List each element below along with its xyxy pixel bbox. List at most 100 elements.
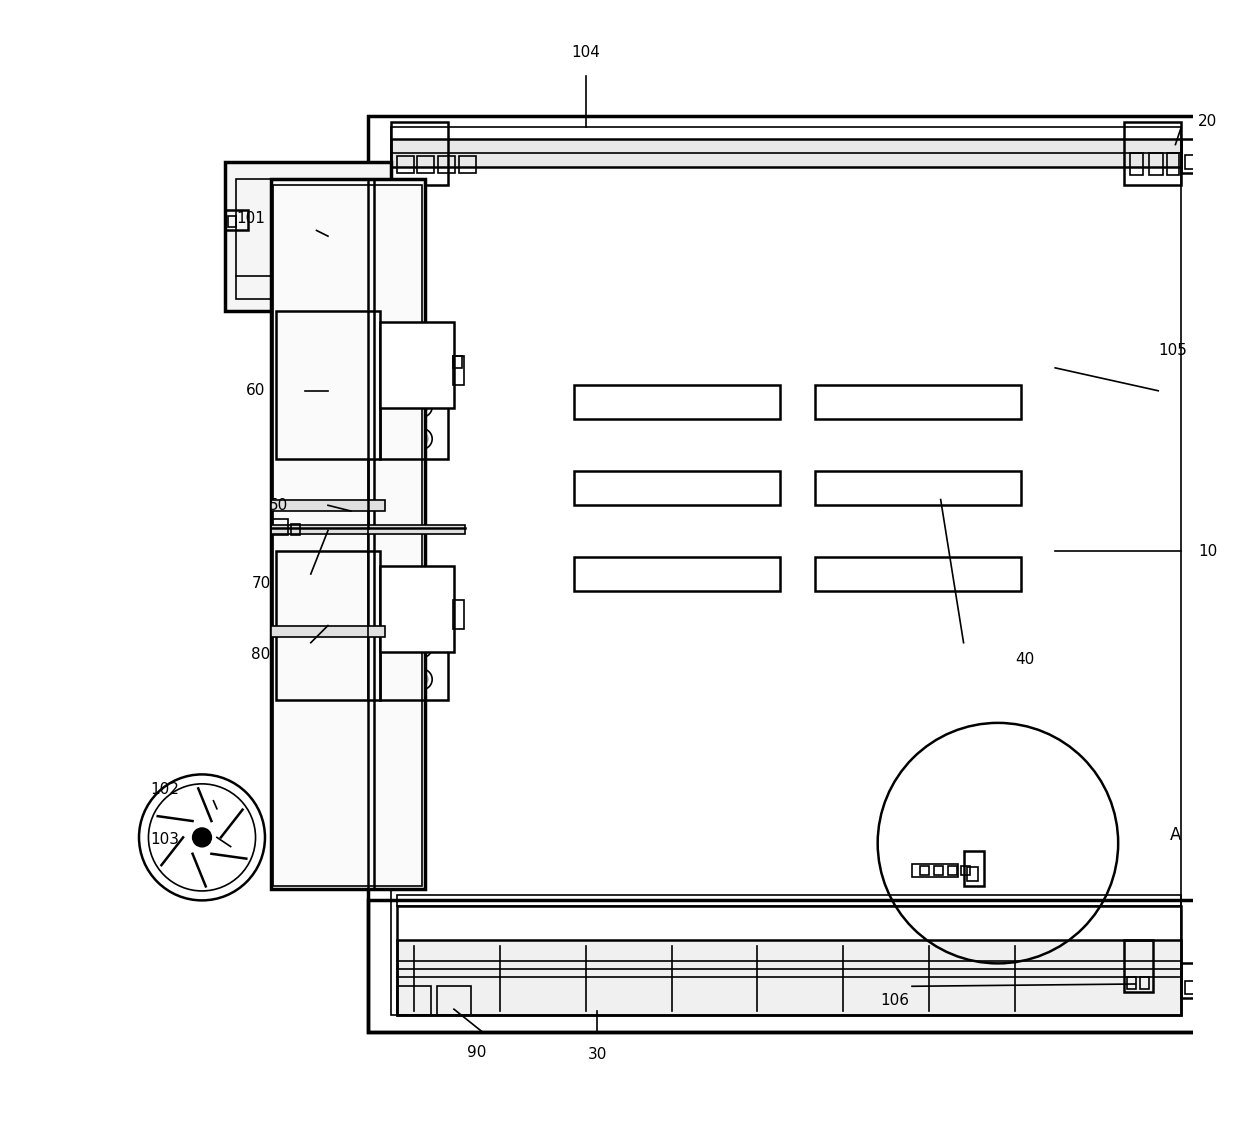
Bar: [379, 568, 448, 700]
Text: 70: 70: [252, 575, 270, 591]
Circle shape: [192, 828, 212, 847]
Circle shape: [389, 400, 403, 413]
Circle shape: [389, 641, 403, 654]
Circle shape: [337, 346, 351, 359]
Circle shape: [312, 403, 326, 417]
Bar: [228, 216, 237, 227]
Bar: [1140, 977, 1149, 988]
Circle shape: [337, 403, 351, 417]
Bar: [224, 210, 248, 231]
Circle shape: [337, 374, 351, 388]
Circle shape: [415, 641, 429, 654]
Bar: [574, 471, 780, 505]
Circle shape: [312, 374, 326, 388]
Bar: [459, 156, 476, 173]
Text: 105: 105: [1158, 343, 1187, 358]
Bar: [1167, 153, 1179, 176]
Text: 50: 50: [269, 498, 288, 513]
Bar: [391, 122, 448, 185]
Circle shape: [415, 432, 429, 445]
Bar: [1130, 153, 1143, 176]
Bar: [947, 866, 957, 875]
Bar: [397, 940, 1182, 1015]
Bar: [379, 328, 448, 459]
Bar: [967, 867, 978, 881]
Text: 80: 80: [252, 646, 270, 661]
Bar: [277, 551, 379, 700]
Text: 103: 103: [150, 832, 179, 847]
Bar: [397, 156, 414, 173]
Bar: [291, 523, 300, 535]
Circle shape: [337, 587, 351, 600]
Circle shape: [415, 673, 429, 687]
Circle shape: [415, 367, 429, 381]
Circle shape: [389, 367, 403, 381]
Bar: [961, 866, 971, 875]
Circle shape: [312, 673, 326, 687]
Bar: [379, 566, 454, 652]
Circle shape: [286, 374, 300, 388]
Bar: [273, 185, 422, 885]
Bar: [453, 600, 464, 629]
Bar: [815, 385, 1021, 419]
Bar: [1123, 122, 1182, 185]
Circle shape: [415, 400, 429, 413]
Bar: [270, 179, 425, 889]
Text: 104: 104: [572, 46, 600, 61]
Bar: [1123, 940, 1152, 992]
Bar: [368, 900, 1204, 1032]
Bar: [397, 894, 1182, 906]
Circle shape: [312, 587, 326, 600]
Bar: [270, 626, 386, 637]
Circle shape: [389, 673, 403, 687]
Bar: [453, 356, 464, 385]
Circle shape: [286, 346, 300, 359]
Circle shape: [337, 432, 351, 445]
Bar: [574, 385, 780, 419]
Text: 10: 10: [1198, 544, 1218, 559]
Circle shape: [337, 615, 351, 629]
Bar: [270, 525, 465, 534]
Bar: [1182, 963, 1202, 998]
Bar: [237, 179, 327, 300]
Bar: [1184, 980, 1197, 994]
Bar: [920, 866, 929, 875]
Circle shape: [312, 644, 326, 658]
Circle shape: [389, 608, 403, 622]
Bar: [368, 116, 1204, 1032]
Bar: [1127, 977, 1137, 988]
Text: 106: 106: [880, 993, 909, 1008]
Text: 101: 101: [236, 211, 265, 226]
Circle shape: [337, 644, 351, 658]
Circle shape: [415, 608, 429, 622]
Text: 20: 20: [1198, 114, 1218, 129]
Circle shape: [286, 432, 300, 445]
Bar: [379, 323, 454, 408]
Text: A: A: [1169, 827, 1180, 844]
Bar: [397, 986, 432, 1015]
Bar: [453, 356, 463, 367]
Text: 40: 40: [1016, 652, 1034, 667]
Circle shape: [286, 644, 300, 658]
Text: 90: 90: [467, 1045, 486, 1061]
Bar: [913, 863, 957, 877]
Bar: [224, 162, 391, 311]
Text: 30: 30: [588, 1047, 606, 1063]
Circle shape: [389, 432, 403, 445]
Bar: [815, 557, 1021, 591]
Text: 60: 60: [246, 383, 265, 398]
Bar: [270, 499, 386, 511]
Bar: [438, 156, 455, 173]
Bar: [391, 139, 1182, 168]
Circle shape: [286, 673, 300, 687]
Circle shape: [286, 403, 300, 417]
Bar: [1149, 153, 1163, 176]
Circle shape: [286, 587, 300, 600]
Circle shape: [337, 673, 351, 687]
Circle shape: [312, 432, 326, 445]
Bar: [1184, 155, 1197, 169]
Bar: [815, 471, 1021, 505]
Bar: [418, 156, 434, 173]
Bar: [224, 162, 391, 311]
Bar: [1182, 139, 1202, 173]
